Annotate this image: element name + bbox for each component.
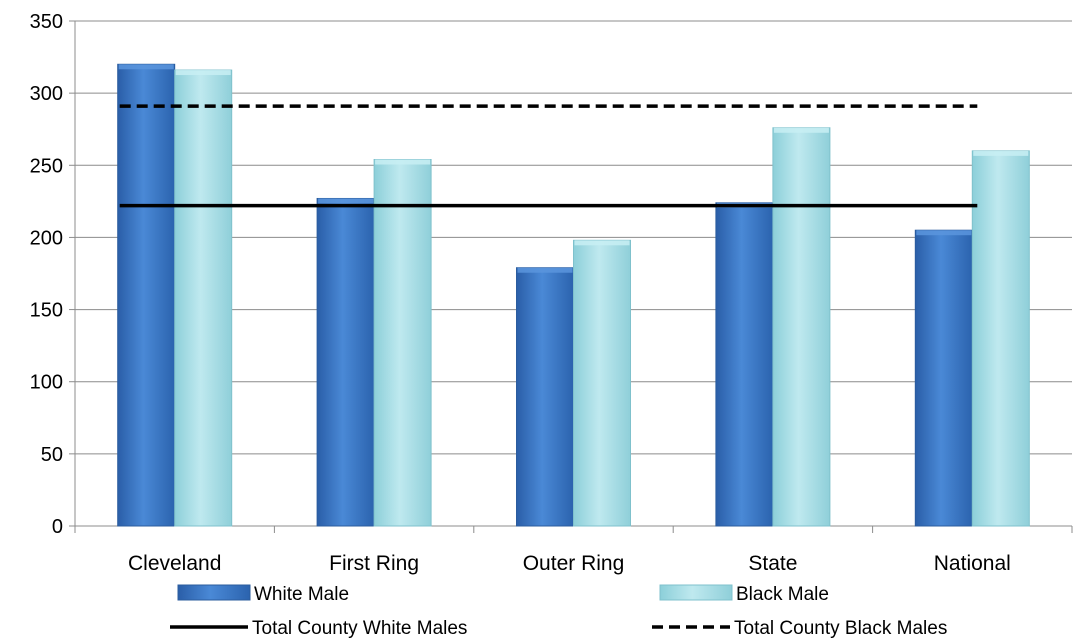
bar-black-male (573, 239, 631, 527)
bars (117, 63, 1030, 527)
bar-top-bevel (318, 198, 374, 204)
bar-black-male (772, 127, 831, 527)
legend: White Male Black Male Total County White M… (170, 584, 947, 639)
y-tick-label: 300 (30, 83, 63, 105)
axis-labels: 0 50 100 150 200 250 300 350 Cleveland First Ring… (30, 11, 1011, 575)
y-tick-label: 200 (30, 227, 63, 249)
bar-white-male (516, 267, 574, 527)
bar-black-male (971, 150, 1030, 527)
x-category-label: State (748, 552, 797, 575)
x-category-label: Outer Ring (523, 552, 625, 575)
bar-black-male (373, 159, 432, 527)
bar-top-bevel (118, 64, 174, 70)
reference-lines (119, 104, 978, 208)
bar-top-bevel (517, 267, 573, 273)
legend-swatch (177, 584, 251, 601)
bar-white-male (316, 197, 375, 527)
y-tick-label: 100 (30, 372, 63, 394)
bar-top-bevel (916, 230, 972, 236)
x-category-label: National (934, 552, 1011, 575)
y-tick-label: 50 (41, 444, 63, 466)
bar-top-bevel (175, 70, 231, 76)
y-tick-label: 250 (30, 155, 63, 177)
legend-label: Black Male (736, 584, 829, 605)
bar-top-bevel (574, 240, 630, 246)
legend-label: Total County Black Males (734, 618, 947, 639)
bar-white-male (914, 229, 973, 527)
bar-white-male (715, 202, 774, 527)
legend-swatch (659, 584, 733, 601)
x-category-label: First Ring (329, 552, 419, 575)
bar-top-bevel (375, 159, 431, 165)
bar-top-bevel (773, 127, 829, 133)
bar-black-male (174, 69, 233, 527)
legend-label: White Male (254, 584, 349, 605)
legend-label: Total County White Males (252, 618, 467, 639)
y-tick-label: 350 (30, 11, 63, 33)
x-category-label: Cleveland (128, 552, 221, 575)
y-tick-label: 150 (30, 300, 63, 322)
bar-top-bevel (973, 150, 1029, 156)
bar-white-male (117, 63, 176, 527)
y-tick-label: 0 (52, 516, 63, 538)
